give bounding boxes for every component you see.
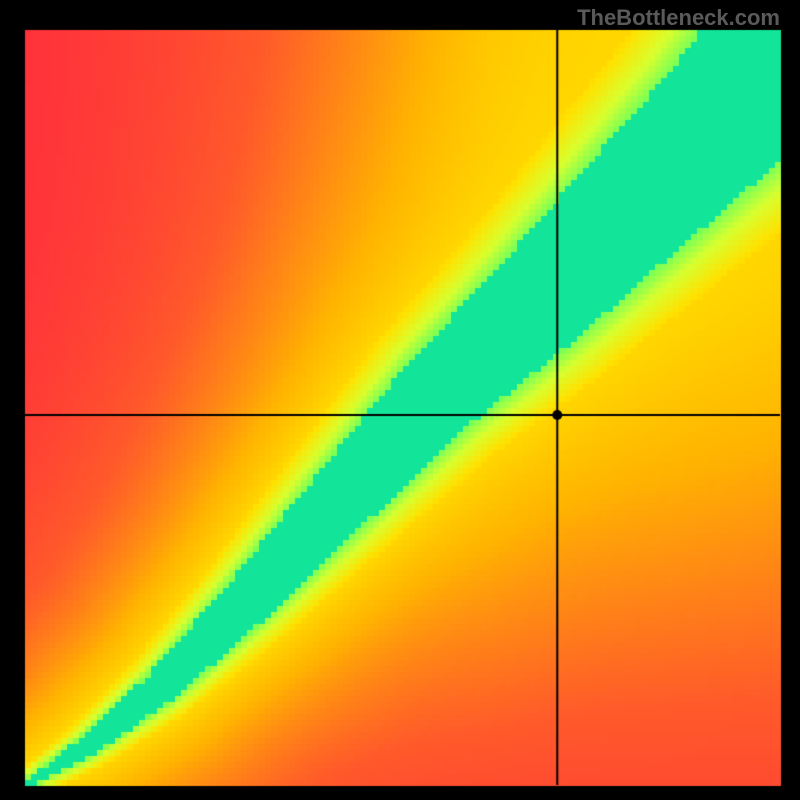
- chart-container: TheBottleneck.com: [0, 0, 800, 800]
- watermark-text: TheBottleneck.com: [577, 5, 780, 31]
- bottleneck-heatmap: [0, 0, 800, 800]
